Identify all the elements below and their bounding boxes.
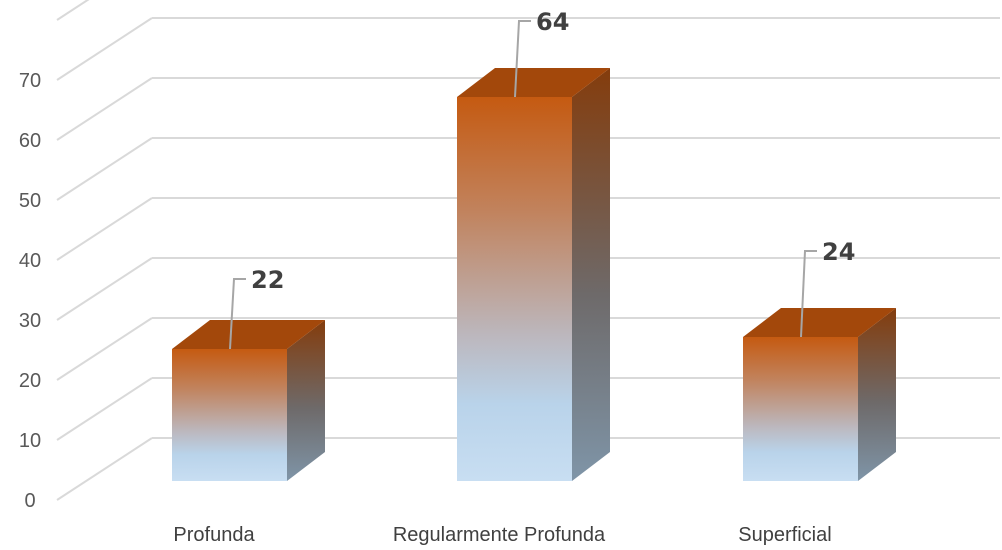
bar-top-face (457, 68, 610, 97)
bar-2 (743, 337, 858, 481)
gridline-diagonal (56, 137, 153, 201)
data-label-leader (514, 20, 531, 98)
bar-1 (457, 97, 572, 481)
bar-0 (172, 349, 287, 481)
category-axis: Profunda Regularmente Profunda Superficial (173, 524, 831, 546)
y-axis: 0 10 20 30 40 50 60 70 (19, 70, 41, 512)
data-label-leader (229, 278, 246, 350)
y-tick-label: 70 (19, 70, 41, 92)
y-tick-label: 30 (19, 310, 41, 332)
y-tick-label: 60 (19, 130, 41, 152)
y-tick-label: 10 (19, 430, 41, 452)
data-label-leader (800, 250, 817, 338)
bar-top-face (172, 320, 325, 349)
data-label: 24 (822, 238, 855, 266)
gridline-diagonal (56, 317, 153, 381)
data-label: 22 (251, 266, 284, 294)
gridline-diagonal (56, 17, 153, 81)
y-tick-label: 50 (19, 190, 41, 212)
category-label: Profunda (173, 524, 255, 546)
data-labels: 22 64 24 (229, 8, 855, 350)
gridline-diagonal (56, 377, 153, 441)
gridline-diagonal (56, 257, 153, 321)
gridline-diagonal (56, 77, 153, 141)
gridline-diagonal (56, 0, 90, 21)
bar-side-face (572, 68, 610, 481)
gridline-diagonal (56, 197, 153, 261)
y-tick-label: 40 (19, 250, 41, 272)
bar-side-face (287, 320, 325, 481)
bars (172, 68, 896, 481)
category-label: Superficial (738, 524, 831, 546)
y-tick-label: 20 (19, 370, 41, 392)
gridline-diagonal (56, 437, 153, 501)
category-label: Regularmente Profunda (393, 524, 606, 546)
bar-top-face (743, 308, 896, 337)
data-label: 64 (536, 8, 569, 36)
bar-side-face (858, 308, 896, 481)
y-tick-label: 0 (24, 490, 35, 512)
